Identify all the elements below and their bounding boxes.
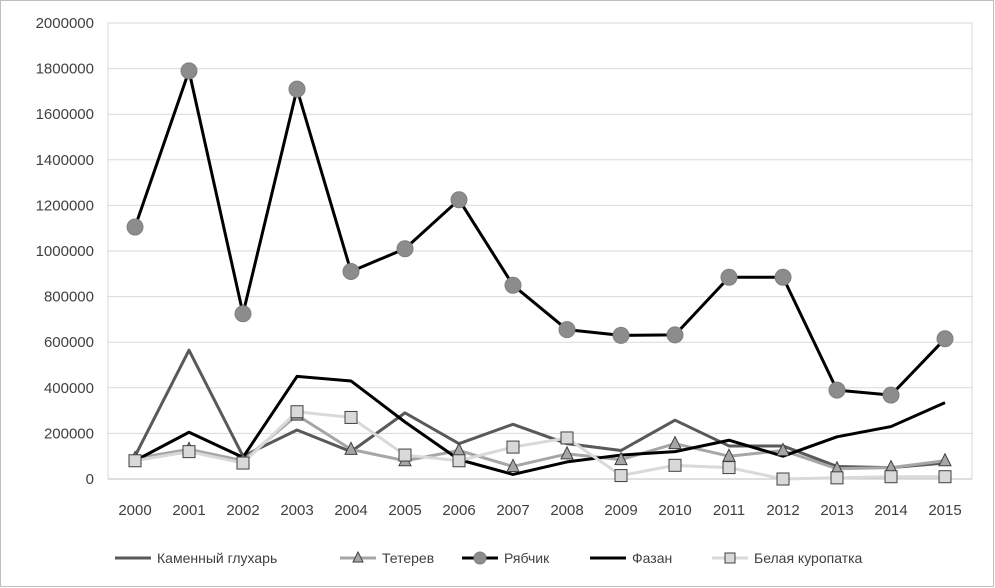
x-tick-label: 2008 — [550, 502, 583, 519]
legend-item: Белая куропатка — [712, 550, 863, 566]
y-tick-label: 2000000 — [36, 15, 94, 32]
data-point — [882, 386, 900, 404]
data-point — [396, 240, 414, 258]
data-point — [560, 445, 574, 460]
y-tick-label: 400000 — [44, 380, 94, 397]
x-tick-label: 2014 — [874, 502, 907, 519]
x-tick-label: 2009 — [604, 502, 637, 519]
series-group — [126, 62, 954, 486]
data-point — [236, 456, 250, 470]
legend-item: Каменный глухарь — [115, 550, 277, 566]
x-tick-label: 2001 — [172, 502, 205, 519]
data-point — [344, 410, 358, 424]
data-point — [830, 471, 844, 485]
data-point — [776, 472, 790, 486]
data-point — [182, 445, 196, 459]
series-line — [133, 69, 947, 397]
x-tick-label: 2000 — [118, 502, 151, 519]
series-line — [134, 374, 946, 476]
data-point — [126, 218, 144, 236]
data-point — [720, 268, 738, 286]
series-markers-2 — [126, 62, 954, 404]
data-point — [936, 330, 954, 348]
data-point — [724, 552, 736, 564]
x-tick-label: 2002 — [226, 502, 259, 519]
x-tick-label: 2010 — [658, 502, 691, 519]
data-point — [560, 431, 574, 445]
data-point — [828, 381, 846, 399]
x-tick-label: 2003 — [280, 502, 313, 519]
y-tick-label: 800000 — [44, 289, 94, 306]
legend: Каменный глухарь Тетерев Рябчик Фазан Белая … — [115, 550, 863, 566]
y-tick-label: 1000000 — [36, 243, 94, 260]
legend-label: Тетерев — [382, 550, 434, 566]
x-axis: 2000 2001 2002 2003 2004 2005 2006 2007 2008 2009… — [108, 478, 972, 519]
series-2 — [133, 69, 947, 397]
legend-item: Фазан — [590, 550, 672, 566]
series-0 — [133, 348, 946, 470]
x-tick-label: 2015 — [928, 502, 961, 519]
data-point — [180, 62, 198, 80]
legend-label: Фазан — [632, 550, 672, 566]
data-point — [342, 263, 360, 281]
data-point — [884, 470, 898, 484]
data-point — [288, 80, 306, 98]
data-point — [614, 451, 628, 466]
data-point — [722, 461, 736, 475]
series-4 — [134, 410, 945, 481]
data-point — [506, 458, 520, 472]
y-tick-label: 1200000 — [36, 197, 94, 214]
y-tick-label: 1400000 — [36, 152, 94, 169]
legend-label: Каменный глухарь — [157, 550, 277, 566]
x-tick-label: 2006 — [442, 502, 475, 519]
data-point — [938, 452, 952, 467]
series-line — [133, 348, 946, 470]
data-point — [352, 550, 364, 563]
x-tick-label: 2007 — [496, 502, 529, 519]
x-tick-label: 2012 — [766, 502, 799, 519]
legend-label: Рябчик — [504, 550, 550, 566]
x-tick-label: 2013 — [820, 502, 853, 519]
data-point — [398, 448, 412, 462]
legend-item: Рябчик — [462, 550, 550, 566]
y-tick-label: 1800000 — [36, 61, 94, 78]
series-3 — [134, 374, 946, 476]
data-point — [612, 326, 630, 344]
x-tick-label: 2004 — [334, 502, 367, 519]
y-axis: 0 200000 400000 600000 800000 1000000 1200000 1… — [36, 15, 94, 488]
data-point — [450, 191, 468, 209]
data-point — [504, 276, 522, 294]
data-point — [558, 321, 576, 339]
data-point — [128, 454, 142, 468]
legend-item: Тетерев — [340, 550, 434, 566]
y-tick-label: 0 — [86, 471, 94, 488]
series-markers-4 — [128, 405, 952, 486]
series-line — [134, 410, 945, 481]
x-tick-label: 2005 — [388, 502, 421, 519]
data-point — [774, 268, 792, 286]
data-point — [776, 442, 790, 456]
y-tick-label: 200000 — [44, 425, 94, 442]
y-tick-label: 600000 — [44, 334, 94, 351]
data-point — [344, 441, 358, 455]
data-point — [666, 326, 684, 344]
x-tick-label: 2011 — [713, 502, 745, 519]
legend-label: Белая куропатка — [754, 550, 863, 566]
y-tick-label: 1600000 — [36, 106, 94, 123]
data-point — [234, 305, 252, 323]
data-point — [668, 458, 682, 472]
data-point — [614, 469, 628, 483]
data-point — [938, 470, 952, 484]
data-point — [668, 435, 682, 450]
data-point — [506, 440, 520, 454]
data-point — [473, 551, 487, 565]
data-point — [290, 405, 304, 419]
data-point — [452, 454, 466, 468]
